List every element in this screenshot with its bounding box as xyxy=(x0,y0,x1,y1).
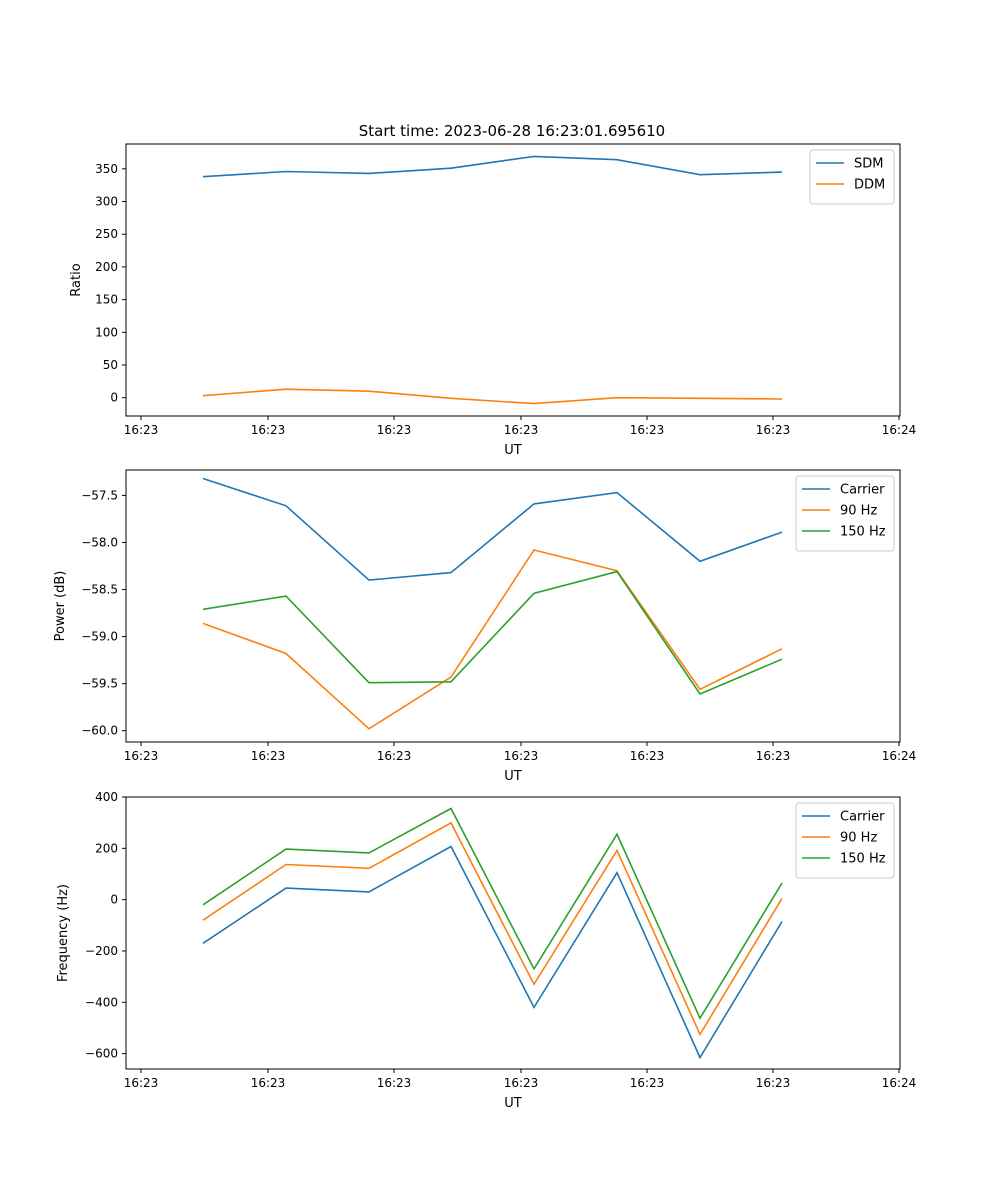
x-tick-label: 16:23 xyxy=(251,1076,286,1090)
x-tick-label: 16:23 xyxy=(377,423,412,437)
series-line-carrier xyxy=(202,477,783,581)
y-tick-label: −59.5 xyxy=(81,677,118,691)
legend-entry: 90 Hz xyxy=(840,831,877,846)
y-tick-label: −59.0 xyxy=(81,630,118,644)
series-line-carrier xyxy=(202,845,783,1060)
legend-entry: 150 Hz xyxy=(840,852,886,867)
series-line-90-hz xyxy=(202,821,783,1037)
y-tick-label: −60.0 xyxy=(81,724,118,738)
y-tick-label: −57.5 xyxy=(81,488,118,502)
legend: Carrier 90 Hz 150 Hz xyxy=(795,475,895,552)
x-tick-label: 16:23 xyxy=(124,423,159,437)
y-tick-label: 400 xyxy=(95,790,118,804)
legend-entry: 90 Hz xyxy=(840,504,877,519)
x-tick-label: 16:23 xyxy=(756,423,791,437)
y-tick-label: 100 xyxy=(95,325,118,339)
y-tick-label: −400 xyxy=(85,995,118,1009)
x-tick-label: 16:24 xyxy=(882,749,917,763)
x-tick-label: 16:23 xyxy=(630,423,665,437)
legend-entry: 150 Hz xyxy=(840,525,886,540)
y-tick-label: 350 xyxy=(95,162,118,176)
series-line-150-hz xyxy=(202,570,783,695)
y-tick-label: −58.5 xyxy=(81,583,118,597)
x-axis-label: UT xyxy=(504,769,522,784)
x-tick-label: 16:23 xyxy=(251,749,286,763)
legend-entry: DDM xyxy=(854,178,885,193)
chart-panel-2: 16:23 16:23 16:23 16:23 16:23 16:23 16:24 −60.0… xyxy=(53,469,917,784)
y-tick-label: −200 xyxy=(85,944,118,958)
x-tick-label: 16:23 xyxy=(504,1076,539,1090)
x-tick-label: 16:23 xyxy=(124,1076,159,1090)
x-tick-label: 16:23 xyxy=(756,749,791,763)
y-tick-label: 250 xyxy=(95,227,118,241)
y-tick-label: 50 xyxy=(103,358,118,372)
x-tick-label: 16:23 xyxy=(377,749,412,763)
legend: SDM DDM xyxy=(809,149,895,205)
y-axis-label: Power (dB) xyxy=(53,571,68,642)
x-tick-label: 16:23 xyxy=(630,1076,665,1090)
x-tick-label: 16:24 xyxy=(882,1076,917,1090)
x-tick-label: 16:24 xyxy=(882,423,917,437)
y-tick-label: 200 xyxy=(95,260,118,274)
x-axis-label: UT xyxy=(504,1096,522,1111)
chart-panel-3: 16:23 16:23 16:23 16:23 16:23 16:23 16:24 −600 −… xyxy=(56,790,916,1111)
y-tick-label: 0 xyxy=(110,893,118,907)
x-tick-label: 16:23 xyxy=(377,1076,412,1090)
series-line-sdm xyxy=(202,155,783,178)
x-tick-label: 16:23 xyxy=(124,749,159,763)
legend-entry: Carrier xyxy=(840,810,885,825)
legend-entry: SDM xyxy=(854,157,883,172)
series-line-ddm xyxy=(202,388,783,405)
y-axis-label: Ratio xyxy=(69,263,84,296)
y-axis-label: Frequency (Hz) xyxy=(56,884,71,982)
legend: Carrier 90 Hz 150 Hz xyxy=(795,802,895,879)
plot-area-frame xyxy=(125,469,901,743)
x-tick-label: 16:23 xyxy=(251,423,286,437)
series-line-90-hz xyxy=(202,549,783,730)
figure-title: Start time: 2023-06-28 16:23:01.695610 xyxy=(359,122,665,140)
chart-panels: 16:23 16:23 16:23 16:23 16:23 16:23 16:24 0 50 10… xyxy=(53,143,917,1111)
legend-box xyxy=(795,802,895,879)
y-tick-label: 300 xyxy=(95,195,118,209)
x-tick-label: 16:23 xyxy=(504,423,539,437)
y-tick-label: −58.0 xyxy=(81,535,118,549)
series-line-150-hz xyxy=(202,807,783,1020)
chart-panel-1: 16:23 16:23 16:23 16:23 16:23 16:23 16:24 0 50 10… xyxy=(69,143,917,458)
y-tick-label: 150 xyxy=(95,293,118,307)
x-tick-label: 16:23 xyxy=(630,749,665,763)
plot-area-frame xyxy=(125,796,901,1070)
x-tick-label: 16:23 xyxy=(504,749,539,763)
y-tick-label: 200 xyxy=(95,841,118,855)
x-axis-label: UT xyxy=(504,443,522,458)
y-tick-label: −600 xyxy=(85,1047,118,1061)
x-tick-label: 16:23 xyxy=(756,1076,791,1090)
y-tick-label: 0 xyxy=(110,391,118,405)
plot-area-frame xyxy=(125,143,901,417)
legend-box xyxy=(795,475,895,552)
legend-entry: Carrier xyxy=(840,483,885,498)
